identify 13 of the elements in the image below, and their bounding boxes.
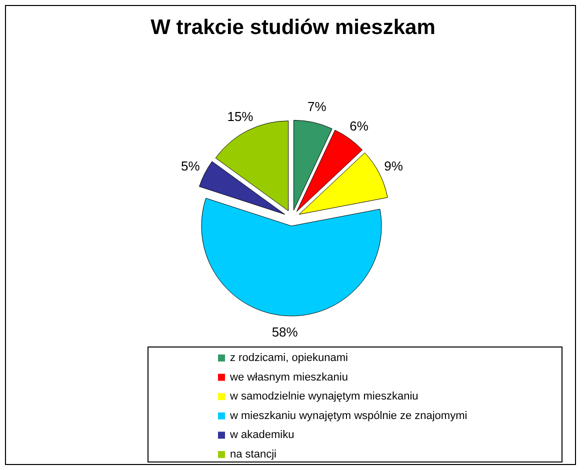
legend-label: w samodzielnie wynajętym mieszkaniu [229,390,418,403]
legend-label: w akademiku [229,429,294,442]
chart-title: W trakcie studiów mieszkam [150,16,436,39]
data-label: 15% [227,108,254,124]
data-label: 9% [384,158,404,174]
legend-label: na stancji [230,448,276,460]
data-label: 5% [181,158,200,174]
data-label: 7% [307,99,327,114]
legend-label: z rodzicami, opiekunami [230,352,348,364]
legend-label: w mieszkaniu wynajętym wspólnie ze znajomymi [229,410,468,422]
legend-label: we własnym mieszkaniu [229,371,348,384]
data-label: 6% [350,118,369,134]
data-label: 58% [272,324,298,340]
